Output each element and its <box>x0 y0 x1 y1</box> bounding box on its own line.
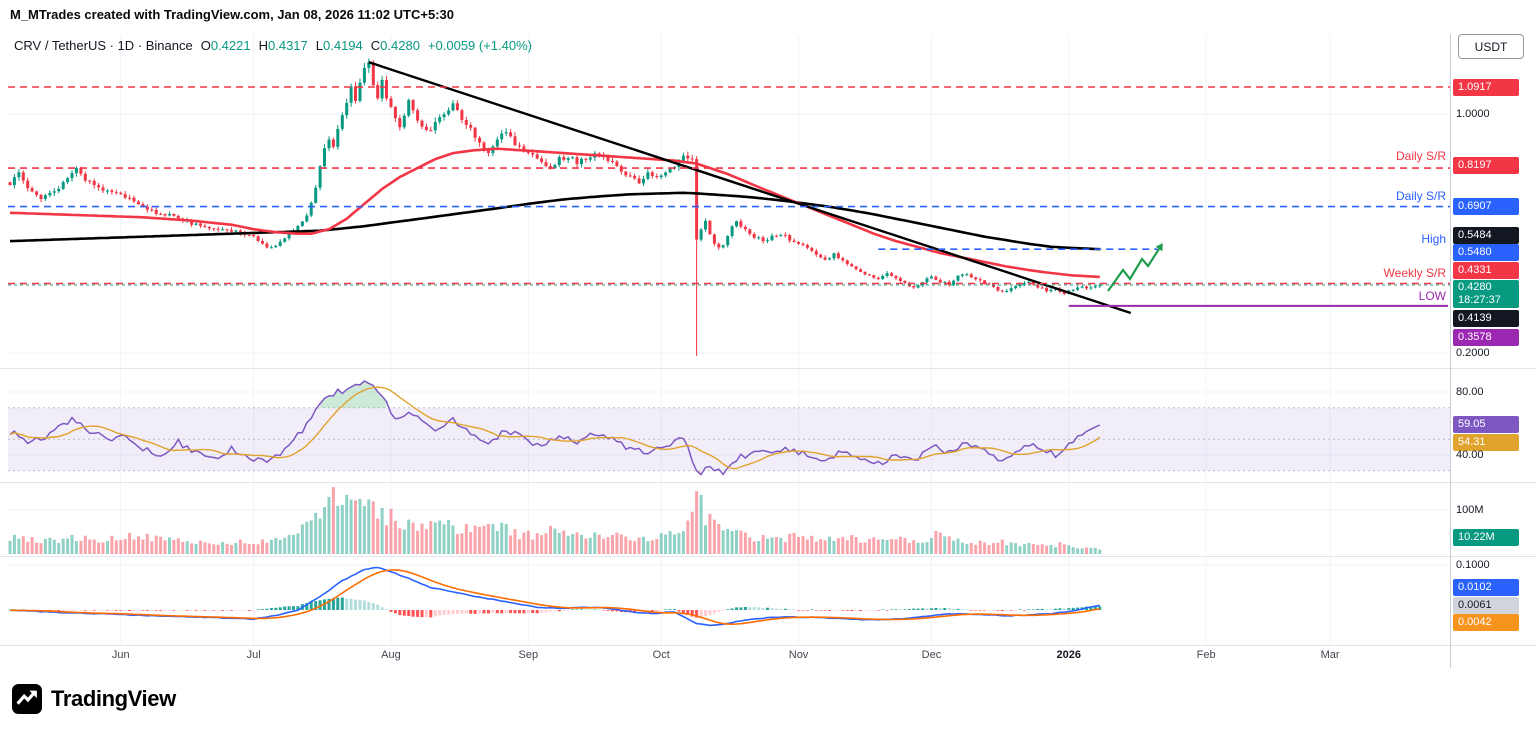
macd-label-macd-value: 0.0102 <box>1453 579 1519 596</box>
time-axis-label-Jul: Jul <box>246 649 261 661</box>
price-label-level-0-6907: 0.6907 <box>1453 198 1519 215</box>
open-key: O <box>200 38 211 53</box>
close-key: C <box>370 38 381 53</box>
price-label-level-0-3578: 0.3578 <box>1453 329 1519 346</box>
rsi-label-tick-80: 80.00 <box>1456 386 1484 398</box>
high-key: H <box>258 38 268 53</box>
tradingview-logo-icon <box>12 684 42 714</box>
attribution-text: M_MTrades created with TradingView.com, … <box>10 7 454 22</box>
price-label-level-1-0917: 1.0917 <box>1453 79 1519 96</box>
time-axis-label-Feb: Feb <box>1196 649 1216 661</box>
rsi-label-tick-40: 40.00 <box>1456 449 1484 461</box>
time-axis-label-Jun: Jun <box>111 649 130 661</box>
price-label-level-0-8197: 0.8197 <box>1453 157 1519 174</box>
price-label-tick-1-0000: 1.0000 <box>1456 108 1490 120</box>
brand-name: TradingView <box>51 686 176 711</box>
time-axis-label-Sep: Sep <box>518 649 539 661</box>
time-axis[interactable]: Jun Jul Aug Sep Oct Nov Dec 2026 Feb Mar <box>0 645 1536 668</box>
price-label-value-0-4139: 0.4139 <box>1453 310 1519 327</box>
currency-toggle-button[interactable]: USDT <box>1458 34 1524 59</box>
price-label-tick-0-2000: 0.2000 <box>1456 347 1490 359</box>
high-value: 0.4317 <box>268 38 308 53</box>
volume-label-tick-100m: 100M <box>1456 504 1484 516</box>
time-axis-label-2026: 2026 <box>1056 649 1082 661</box>
price-axis[interactable]: 1.0917 1.0000 0.8197 0.6907 0.5484 0.5480 0.43… <box>1450 35 1536 645</box>
rsi-label-rsi-value: 59.05 <box>1453 416 1519 433</box>
price-label-countdown: 18:27:37 <box>1458 294 1501 306</box>
low-key: L <box>315 38 323 53</box>
change-value: +0.0059 (+1.40%) <box>427 38 532 53</box>
tradingview-logo[interactable]: TradingView <box>12 684 176 714</box>
ohlc-close: C 0.4280 <box>371 38 420 53</box>
ohlc-high: H 0.4317 <box>259 38 308 53</box>
rsi-label-rsi-ma-value: 54.31 <box>1453 434 1519 451</box>
symbol-title[interactable]: CRV / TetherUS · 1D · Binance <box>14 38 193 53</box>
macd-label-signal-value: 0.0042 <box>1453 614 1519 631</box>
time-axis-label-Oct: Oct <box>652 649 670 661</box>
time-axis-label-Dec: Dec <box>921 649 942 661</box>
time-axis-label-Nov: Nov <box>788 649 809 661</box>
ohlc-low: L 0.4194 <box>316 38 363 53</box>
macd-label-tick-0-1000: 0.1000 <box>1456 559 1490 571</box>
ohlc-open: O 0.4221 <box>201 38 251 53</box>
open-value: 0.4221 <box>210 38 251 53</box>
volume-label-volume-value: 10.22M <box>1453 529 1519 546</box>
price-label-last-price: 0.4280 18:27:37 <box>1453 280 1519 308</box>
close-value: 0.4280 <box>380 38 420 53</box>
price-label-value-0-5484: 0.5484 <box>1453 227 1519 244</box>
price-label-level-0-5480: 0.5480 <box>1453 244 1519 261</box>
time-axis-label-Aug: Aug <box>381 649 401 661</box>
time-axis-label-Mar: Mar <box>1320 649 1340 661</box>
chart-canvas[interactable] <box>0 0 1536 668</box>
macd-label-hist-value: 0.0061 <box>1453 597 1519 614</box>
low-value: 0.4194 <box>323 38 363 53</box>
price-label-level-0-4331: 0.4331 <box>1453 262 1519 279</box>
